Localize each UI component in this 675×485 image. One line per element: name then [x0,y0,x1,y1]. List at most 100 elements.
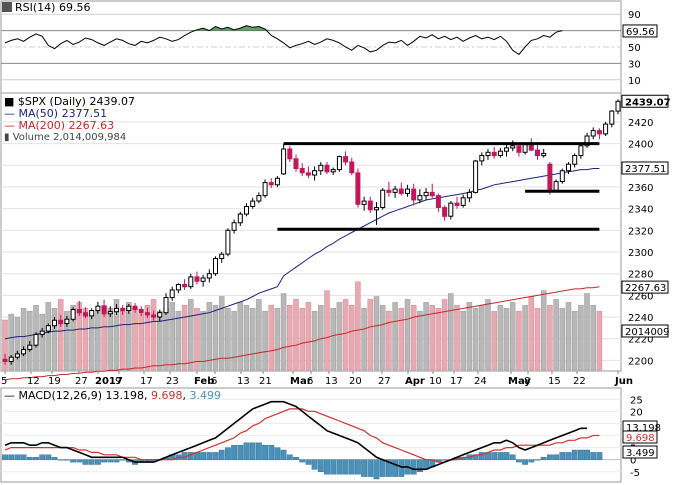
volume-bar [379,305,386,371]
volume-bar [249,307,256,371]
rsi-legend-swatch [2,2,12,12]
macd-histogram-bar [522,459,529,465]
macd-histogram-bar [398,459,405,477]
macd-histogram-bar [565,452,572,460]
macd-histogram-bar [528,459,535,463]
volume-bar [497,305,504,371]
x-tick-label: 5 [1,376,7,387]
macd-histogram-bar [51,457,58,460]
candle-body [349,161,355,174]
candle-body [95,305,101,312]
candle-body [27,344,33,351]
x-tick-label: 10 [429,376,442,387]
macd-histogram-bar [497,452,504,460]
candle-body [132,305,138,311]
candle-body [559,170,565,182]
volume-bar [95,310,101,371]
candle-body [535,149,540,157]
volume-bar [280,293,287,371]
rsi-legend: RSI(14) 69.56 [2,1,90,14]
macd-histogram-bar [243,442,250,460]
macd-line [4,400,587,471]
volume-bar [243,305,250,371]
macd-histogram-bar [478,452,485,460]
candle-body [398,188,404,194]
volume-bar [27,310,33,371]
macd-tick-label: -5 [630,468,640,479]
candle-body [429,191,435,197]
candle-body [151,314,157,318]
candle-body [516,145,522,153]
macd-histogram-bar [367,459,374,477]
x-tick-label: 17 [450,376,463,387]
rsi-last-value-label: 69.56 [626,27,655,38]
macd-tick-label: 25 [630,395,643,406]
candle-body [361,200,367,205]
price-tick-label: 2400 [628,140,653,151]
candle-body [64,318,70,325]
ma200-legend: — MA(200) 2267.63 [4,119,114,132]
macd-histogram-bar [373,459,380,480]
volume-bar [355,281,361,371]
macd-histogram-bar [33,457,39,460]
candle-body [448,202,454,217]
rsi-tick-label: 30 [628,59,641,70]
candle-body [256,195,262,202]
volume-bar [212,305,219,371]
volume-bar [274,307,281,371]
volume-bar [218,296,225,371]
volume-bar [435,307,442,371]
price-tick-label: 2260 [628,291,653,302]
candle-body [553,181,559,191]
volume-bar [45,302,52,371]
rsi-tick-label: 90 [628,10,641,21]
x-tick-label: 13 [237,376,250,387]
macd-histogram-bar [534,459,541,461]
price-tick-label: 2360 [628,183,653,194]
candle-body [107,311,113,315]
volume-bar [231,310,237,371]
macd-value-box-label: 13.198 [626,423,661,434]
rsi-legend-label: RSI(14) 69.56 [15,1,90,14]
macd-histogram-bar [355,459,361,475]
volume-bar [330,307,336,371]
ma50-value-box [621,161,669,175]
volume-bar [70,305,76,371]
candle-body [262,182,268,197]
candle-body [175,284,181,291]
volume-bar [547,305,553,371]
x-tick-label: 23 [166,376,179,387]
signal-value-box-label: 9.698 [626,433,655,444]
macd-histogram-bar [293,457,299,460]
macd-histogram-bar [88,459,95,465]
volume-bar [349,305,355,371]
macd-histogram-bar [503,452,510,460]
macd-histogram-bar [107,459,114,463]
candle-body [169,289,175,299]
last-price-box-label: 2439.07 [625,97,671,108]
candle-body [21,349,27,355]
x-tick-label: Apr [405,376,425,387]
macd-legend-label: — MACD(12,26,9) 13.198, 9.698, 3.499 [4,389,221,402]
x-tick-label: 17 [140,376,153,387]
volume-bar [51,307,58,371]
volume-bar [361,307,367,371]
x-tick-label: 21 [259,376,272,387]
volume-bar [336,302,343,371]
price-tick-label: 2200 [628,356,653,367]
volume-bar [373,296,380,371]
candle-body [609,110,615,125]
volume-bar [132,307,138,371]
volume-bar [256,299,262,371]
volume-bar [410,305,417,371]
macd-histogram-bar [590,452,597,460]
price-tick-label: 2280 [628,270,653,281]
x-tick-label: Jun [614,376,633,387]
candle-body [386,189,392,193]
candle-body [58,319,64,325]
volume-bar [429,305,435,371]
macd-histogram-bar [547,454,553,460]
macd-histogram-bar [262,445,268,460]
candle-body [442,207,448,217]
candle-body [596,130,602,135]
